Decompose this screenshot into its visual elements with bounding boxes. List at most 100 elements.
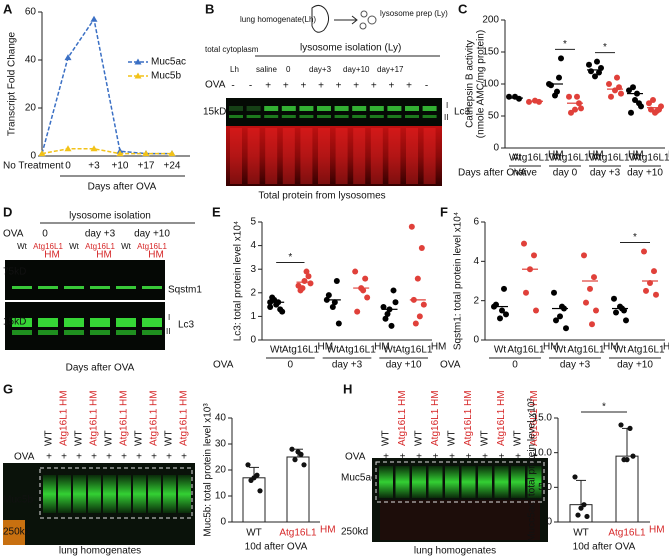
- series-label: Wt: [270, 345, 282, 356]
- band: [12, 318, 32, 327]
- y-tick-label: 0: [250, 335, 256, 346]
- series-label: Wt: [554, 345, 566, 356]
- y-tick-label: 1: [250, 311, 256, 322]
- superscript: HM: [543, 342, 559, 353]
- dot: [643, 287, 649, 294]
- dot: [392, 299, 399, 306]
- band: [369, 115, 384, 118]
- box: [39, 467, 193, 519]
- dot: [418, 244, 425, 251]
- dot: [292, 457, 298, 463]
- superscript: HM: [320, 525, 336, 536]
- band: [163, 475, 176, 513]
- series-label: Atg16L1: [395, 345, 433, 356]
- label: -: [231, 81, 234, 92]
- arrow-head: [351, 15, 358, 25]
- band: [12, 330, 32, 335]
- label: Atg16L1 HM: [119, 390, 130, 446]
- dot: [606, 81, 612, 87]
- label: OVA: [14, 452, 35, 463]
- band: [148, 475, 161, 513]
- dot: [331, 299, 338, 306]
- label: +: [265, 81, 271, 92]
- x-tick-label: day +3: [590, 168, 621, 179]
- x-tick-label: 0: [512, 360, 518, 371]
- label: lung homogenates: [59, 546, 141, 557]
- y-tick-label: 50: [488, 111, 500, 122]
- dot: [497, 315, 503, 322]
- bar: [242, 477, 266, 523]
- band: [428, 466, 443, 498]
- x-tick-label: day +10: [386, 360, 422, 371]
- x-axis-label: 10d after OVA: [573, 542, 636, 553]
- panel-letter: D: [3, 204, 12, 219]
- label: +: [283, 81, 289, 92]
- y-tick-label: 0: [546, 517, 552, 528]
- dot: [654, 107, 660, 114]
- label: Sqstm1: [168, 285, 202, 296]
- label: Atg16L1 HM: [397, 390, 408, 446]
- band: [38, 286, 58, 289]
- lc3-blot: [226, 98, 442, 126]
- x-tick-label: day 0: [553, 168, 578, 179]
- band: [246, 106, 261, 111]
- dot: [594, 58, 600, 65]
- y-tick-label: 20: [215, 465, 227, 476]
- series-label: Wt: [629, 153, 641, 164]
- y-tick-label: 2: [250, 287, 256, 298]
- band: [38, 330, 58, 335]
- marker: [64, 54, 72, 61]
- band: [352, 106, 367, 111]
- dot: [627, 425, 633, 431]
- dot: [414, 275, 421, 282]
- y-tick-label: 150: [482, 47, 499, 58]
- x-tick-label: Atg16L1: [608, 528, 646, 539]
- label: day +10: [134, 229, 170, 240]
- dot: [307, 280, 314, 287]
- dot: [526, 98, 532, 105]
- series-label: Atg16L1: [627, 345, 665, 356]
- dot: [612, 87, 618, 94]
- dot: [523, 289, 529, 296]
- marker: [64, 145, 72, 152]
- label: +: [91, 452, 97, 463]
- panel-letter: A: [3, 1, 13, 16]
- y-axis-label: Cathepsin B activity: [465, 40, 476, 128]
- y-tick-label: 0: [493, 143, 499, 154]
- band: [299, 115, 314, 118]
- dot: [325, 292, 332, 299]
- y-tick-label: 10: [215, 491, 227, 502]
- label: Atg16L1: [85, 242, 115, 251]
- dot: [245, 462, 251, 468]
- dot: [303, 268, 310, 275]
- band: [142, 318, 162, 327]
- label: WT: [381, 430, 392, 446]
- dot: [301, 278, 308, 284]
- dot: [566, 93, 572, 100]
- dot: [335, 320, 342, 327]
- band: [494, 466, 509, 498]
- dot: [581, 252, 587, 259]
- label: lysosome prep (Ly): [380, 9, 448, 18]
- series-label: Wt: [494, 345, 506, 356]
- dot: [384, 311, 391, 318]
- dot: [295, 449, 301, 455]
- legend-label: Muc5b: [151, 71, 181, 82]
- series-label: Wt: [383, 345, 395, 356]
- series-label: Atg16L1: [282, 345, 320, 356]
- band: [64, 318, 84, 327]
- band: [43, 475, 56, 513]
- band: [405, 115, 419, 118]
- label: Atg16L1 HM: [149, 390, 160, 446]
- label: 0: [42, 229, 48, 240]
- superscript: HM: [148, 250, 164, 261]
- x-tick-label: day +10: [627, 168, 663, 179]
- band: [142, 286, 162, 289]
- superscript: HM: [603, 342, 619, 353]
- band: [478, 466, 492, 498]
- dot: [624, 457, 630, 463]
- series-label: Wt: [614, 345, 626, 356]
- label: +: [449, 452, 455, 463]
- dot: [581, 502, 587, 508]
- superscript: HM: [548, 150, 564, 161]
